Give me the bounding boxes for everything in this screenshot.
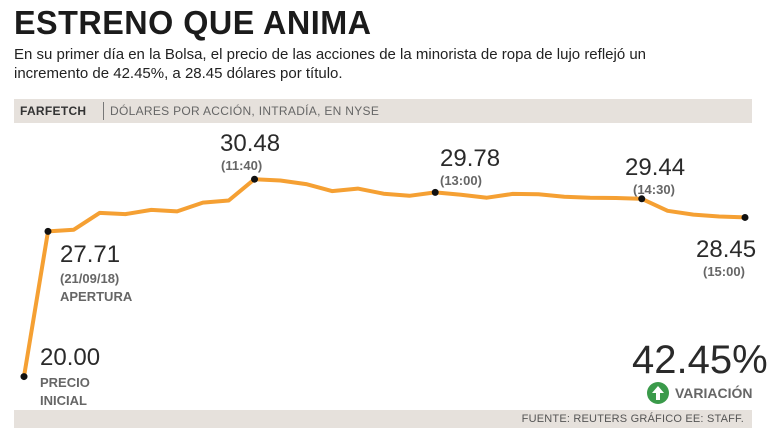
initial-price-value: 20.00 [40,344,101,371]
peak-time-label: (11:40) [221,158,263,173]
point-markers [20,175,749,381]
ticker-band: FARFETCH DÓLARES POR ACCIÓN, INTRADÍA, E… [14,99,752,123]
initial-price-label: PRECIO INICIAL [40,374,90,410]
unit-description: DÓLARES POR ACCIÓN, INTRADÍA, EN NYSE [110,104,380,118]
initial-price-label-line: PRECIO [40,375,90,390]
source-band: FUENTE: REUTERS GRÁFICO EE: STAFF. [14,410,752,428]
chart-subtitle: En su primer día en la Bolsa, el precio … [14,46,647,82]
data-point-marker [638,195,646,203]
opening-date-label: (21/09/18) [60,271,120,286]
opening-price-value: 27.71 [60,241,121,268]
opening-label: APERTURA [60,289,133,304]
close-price-value: 28.45 [696,236,757,263]
band-divider [103,102,104,120]
peak-price-value: 30.48 [220,130,281,157]
midday-time-label: (13:00) [440,173,482,188]
afternoon-price-value: 29.44 [625,154,686,181]
data-point-marker [44,227,52,235]
change-percent: 42.45% [632,338,768,382]
source-credit: FUENTE: REUTERS GRÁFICO EE: STAFF. [521,413,744,425]
midday-price-value: 29.78 [440,145,501,172]
change-label: VARIACIÓN [675,385,753,401]
up-arrow-icon [647,382,669,404]
chart-title: ESTRENO QUE ANIMA [14,4,372,41]
data-point-marker [431,188,439,196]
initial-price-label-line: INICIAL [40,393,87,408]
close-time-label: (15:00) [703,264,745,279]
opening-price-label: (21/09/18) APERTURA [60,270,132,306]
ticker-label: FARFETCH [20,104,87,118]
data-point-marker [251,175,259,183]
price-series-line [22,177,747,379]
afternoon-time-label: (14:30) [633,182,675,197]
data-point-marker [741,213,749,221]
data-point-marker [20,373,28,381]
